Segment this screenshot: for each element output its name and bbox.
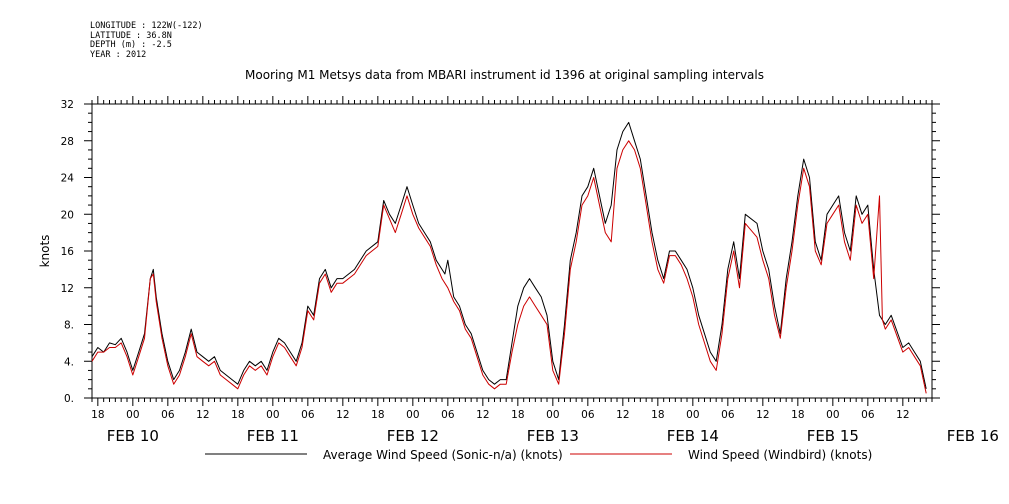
chart-title: Mooring M1 Metsys data from MBARI instru… xyxy=(245,68,764,82)
x-hour-label: 12 xyxy=(616,409,629,421)
y-tick-label: 28 xyxy=(61,136,74,148)
x-day-label: FEB 16 xyxy=(947,427,999,445)
x-hour-label: 12 xyxy=(896,409,909,421)
x-hour-label: 18 xyxy=(231,409,244,421)
x-hour-label: 18 xyxy=(651,409,664,421)
x-day-label: FEB 15 xyxy=(807,427,859,445)
x-day-label: FEB 13 xyxy=(527,427,579,445)
y-tick-label: 8. xyxy=(64,320,74,332)
x-hour-label: 00 xyxy=(126,409,139,421)
x-hour-label: 12 xyxy=(476,409,489,421)
x-day-label: FEB 12 xyxy=(387,427,439,445)
y-tick-label: 20 xyxy=(61,209,74,221)
x-day-label: FEB 11 xyxy=(247,427,299,445)
latitude-label: LATITUDE : 36.8N xyxy=(90,30,172,41)
x-hour-label: 06 xyxy=(581,409,595,421)
x-hour-label: 18 xyxy=(91,409,104,421)
station-metadata: LONGITUDE : 122W(-122) LATITUDE : 36.8N … xyxy=(90,21,203,60)
x-day-label: FEB 10 xyxy=(107,427,159,445)
x-day-label: FEB 14 xyxy=(667,427,719,445)
y-tick-label: 12 xyxy=(61,283,74,295)
legend-label-sonic: Average Wind Speed (Sonic-n/a) (knots) xyxy=(323,448,563,462)
y-tick-label: 32 xyxy=(61,99,74,111)
year-label: YEAR : 2012 xyxy=(90,49,147,60)
longitude-label: LONGITUDE : 122W(-122) xyxy=(90,21,203,31)
y-tick-label: 16 xyxy=(61,246,75,258)
y-tick-label: 4. xyxy=(64,356,74,368)
x-hour-label: 12 xyxy=(336,409,349,421)
x-hour-label: 00 xyxy=(546,409,559,421)
x-hour-label: 06 xyxy=(161,409,175,421)
x-hour-label: 06 xyxy=(721,409,735,421)
x-hour-label: 12 xyxy=(756,409,769,421)
x-hour-label: 18 xyxy=(791,409,804,421)
x-hour-label: 06 xyxy=(441,409,455,421)
depth-label: DEPTH (m) : -2.5 xyxy=(90,40,172,50)
y-axis-title: knots xyxy=(38,235,52,268)
series-line-sonic xyxy=(91,121,927,389)
x-hour-label: 06 xyxy=(301,409,315,421)
x-hour-label: 00 xyxy=(826,409,839,421)
legend-label-windbird: Wind Speed (Windbird) (knots) xyxy=(688,448,872,462)
x-hour-label: 00 xyxy=(686,409,699,421)
x-hour-label: 18 xyxy=(511,409,524,421)
x-hour-label: 00 xyxy=(406,409,419,421)
x-hour-label: 12 xyxy=(196,409,209,421)
x-hour-label: 18 xyxy=(371,409,384,421)
y-tick-label: 24 xyxy=(61,173,75,185)
x-hour-label: 00 xyxy=(266,409,279,421)
series-line-windbird xyxy=(91,140,927,394)
y-tick-label: 0. xyxy=(64,393,74,405)
x-hour-label: 06 xyxy=(861,409,875,421)
